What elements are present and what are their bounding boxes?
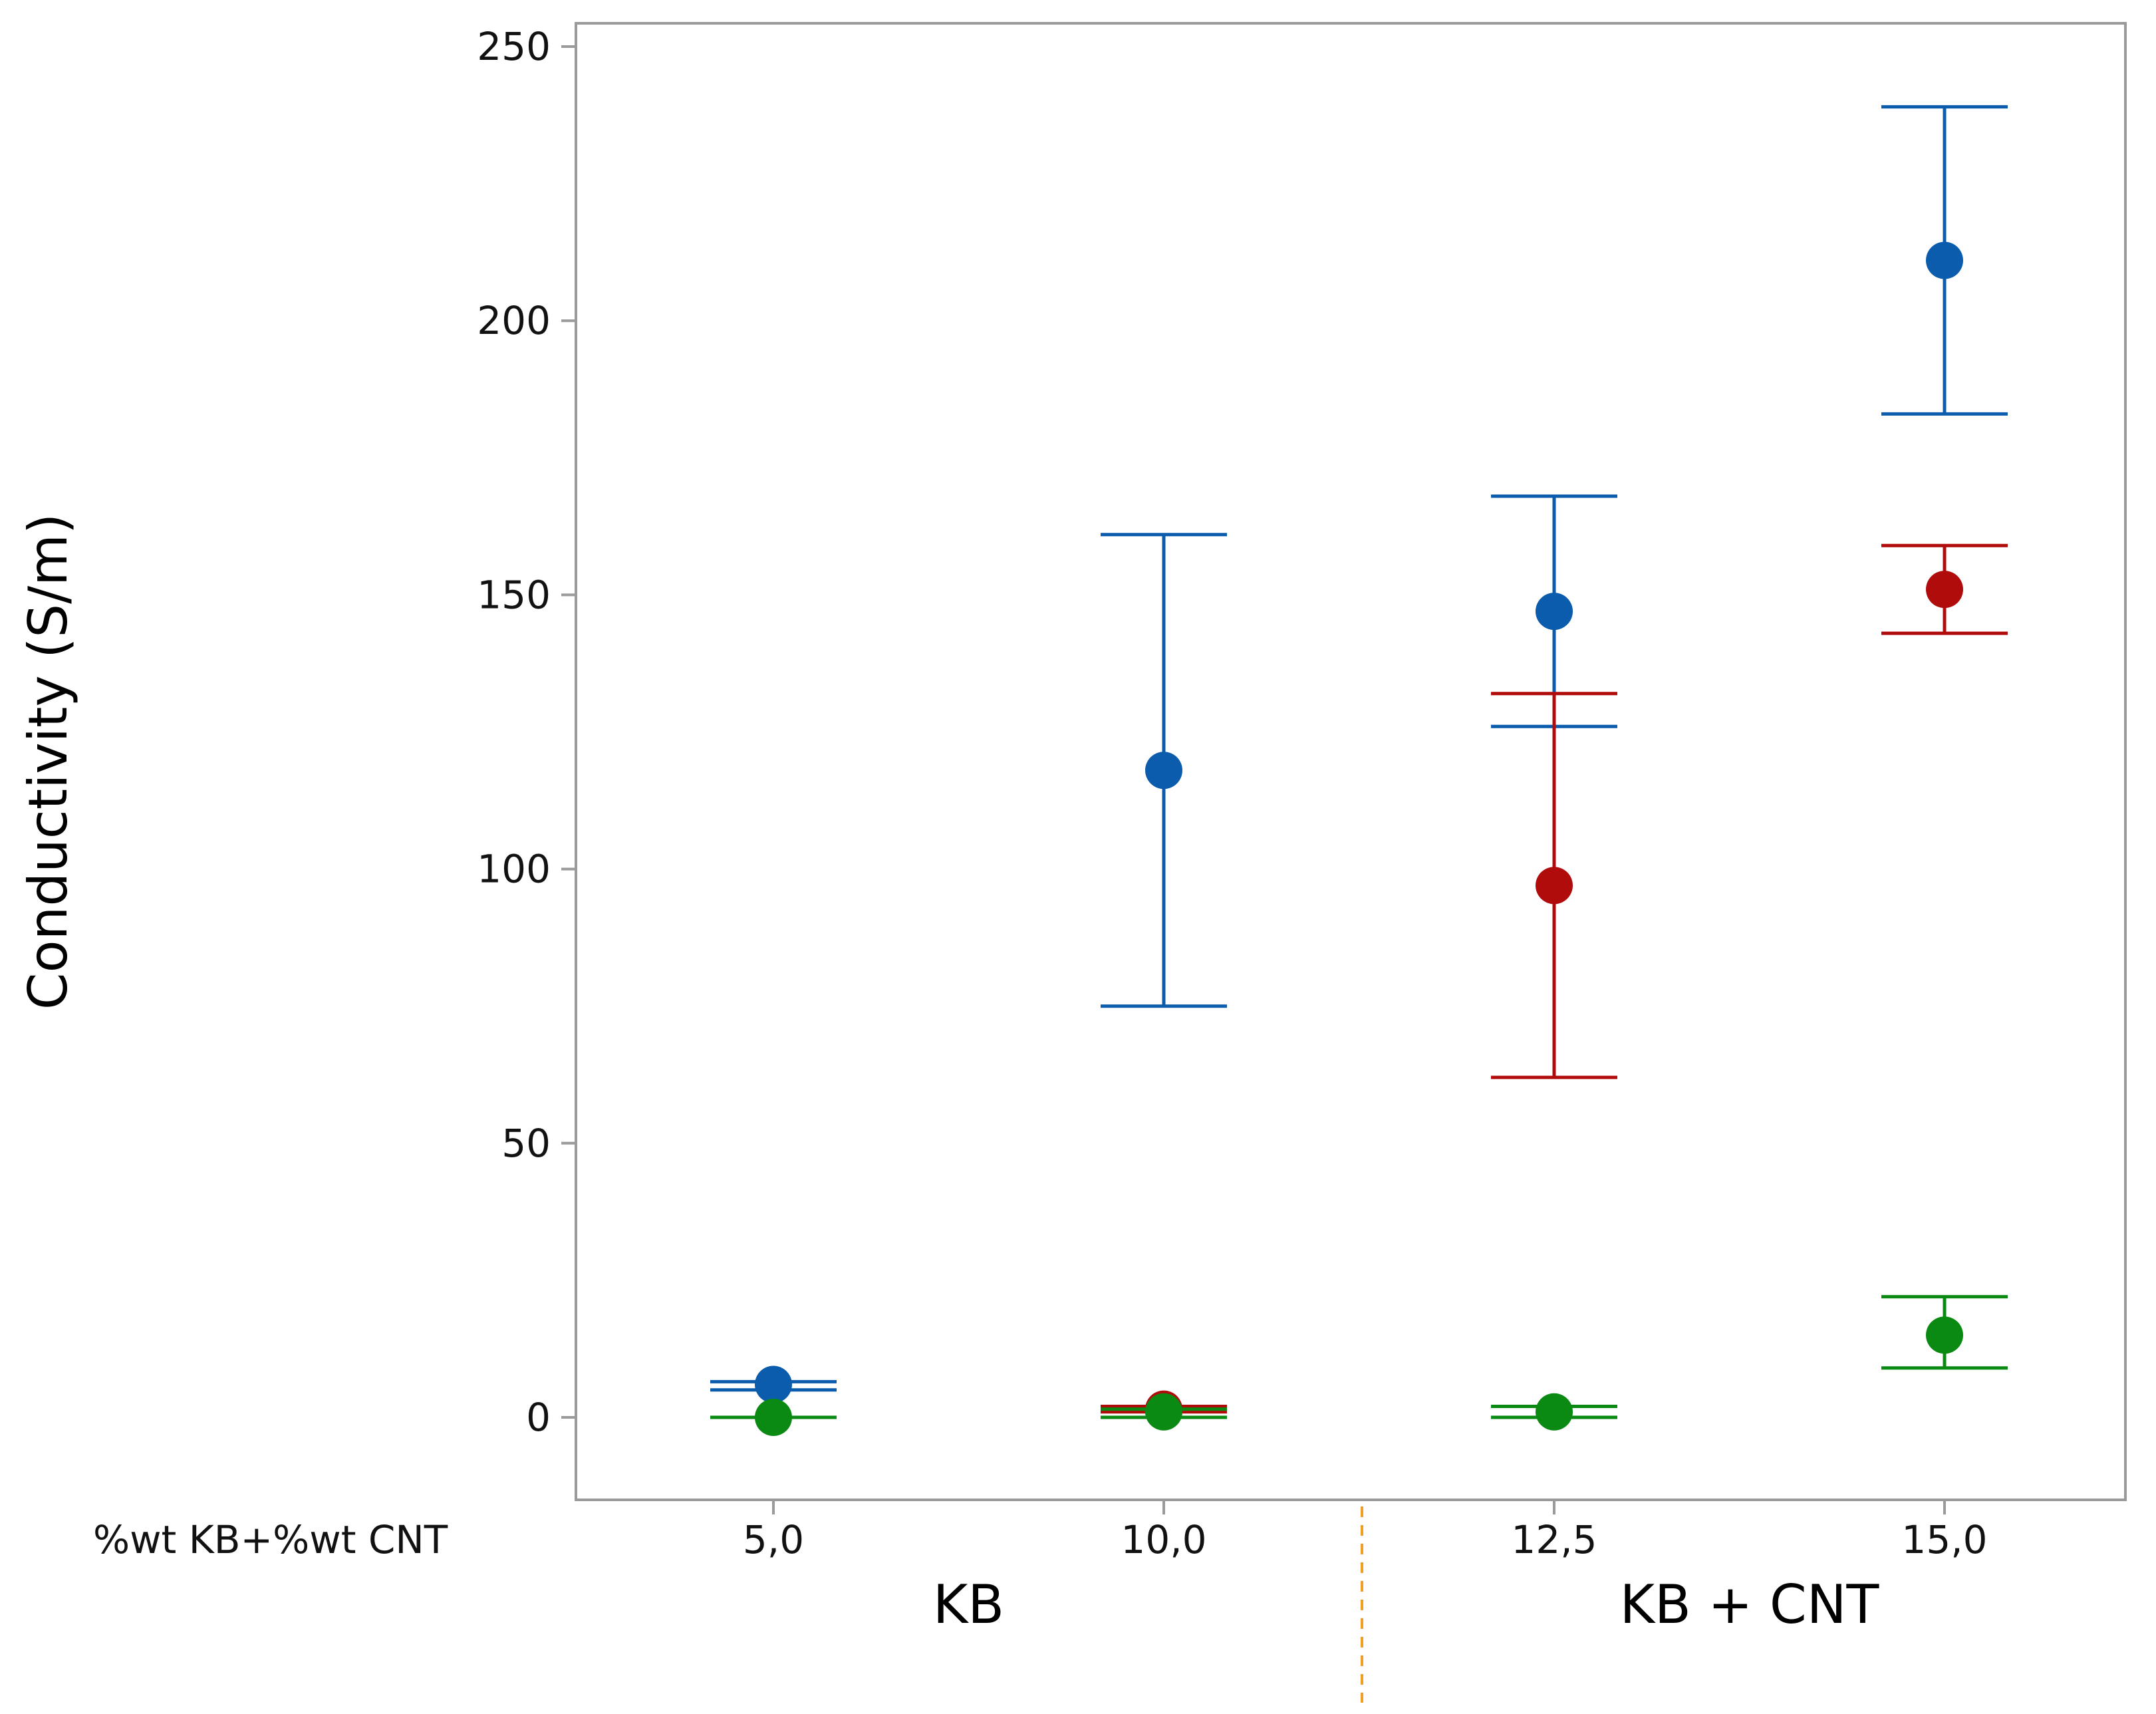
data-point <box>755 1365 792 1403</box>
data-point <box>1926 571 1963 609</box>
y-tick-label: 100 <box>477 847 551 892</box>
data-point <box>1926 241 1963 279</box>
x-tick-label: 12,5 <box>1511 1517 1597 1562</box>
plot-frame <box>575 22 2127 1501</box>
y-tick-label: 50 <box>501 1121 551 1166</box>
y-tick-label: 150 <box>477 572 551 617</box>
series-blue <box>710 105 2008 1403</box>
data-point <box>1145 752 1182 789</box>
group-label: KB <box>933 1574 1004 1636</box>
x-tick-label: 15,0 <box>1901 1517 1987 1562</box>
y-axis: 0 50 100 150 200 250 <box>477 24 576 1440</box>
y-tick-label: 250 <box>477 24 551 69</box>
x-axis: 5,0 10,0 12,5 15,0 KB KB + CNT <box>743 1500 1988 1636</box>
y-tick-label: 0 <box>526 1395 551 1440</box>
x-tick-label: 10,0 <box>1121 1517 1206 1562</box>
y-tick-label: 200 <box>477 298 551 343</box>
data-marks <box>710 105 2008 1436</box>
data-point <box>1536 1393 1573 1431</box>
data-point <box>1145 1393 1182 1431</box>
data-point <box>1536 867 1573 905</box>
x-tick-label: 5,0 <box>743 1517 804 1562</box>
group-label: KB + CNT <box>1620 1574 1880 1636</box>
x-row-label: %wt KB+%wt CNT <box>93 1517 448 1562</box>
y-axis-title: Conductivity (S/m) <box>17 513 79 1010</box>
data-point <box>1926 1316 1963 1354</box>
data-point <box>755 1399 792 1436</box>
data-point <box>1536 593 1573 631</box>
series-green <box>710 1295 2008 1436</box>
